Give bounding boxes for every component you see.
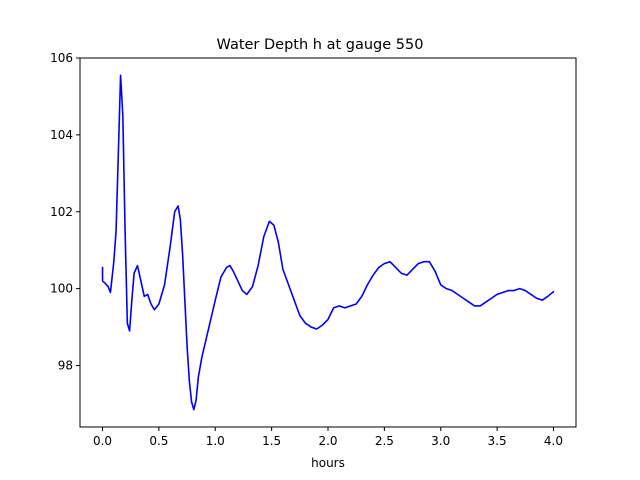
y-tick-label: 100 [50,282,73,296]
chart-title: Water Depth h at gauge 550 [217,37,424,53]
x-tick-label: 2.5 [375,434,394,448]
y-tick-label: 104 [50,128,73,142]
series-line-0 [101,74,555,411]
x-tick-label: 2.0 [318,434,337,448]
x-axis-label: hours [311,456,345,470]
y-tick-label: 98 [58,359,73,373]
y-tick-label: 102 [50,205,73,219]
series-layer [101,74,555,411]
y-tick-label: 106 [50,51,73,65]
x-tick-label: 1.0 [206,434,225,448]
x-tick-label: 0.5 [149,434,168,448]
x-tick-label: 3.5 [488,434,507,448]
x-tick-label: 4.0 [544,434,563,448]
x-tick-label: 3.0 [431,434,450,448]
x-tick-label: 0.0 [93,434,112,448]
x-axis: 0.0 0.5 1.0 1.5 2.0 2.5 3.0 3.5 4.0 [93,427,563,448]
x-tick-label: 1.5 [262,434,281,448]
y-axis: 98 100 102 104 106 [50,51,80,373]
